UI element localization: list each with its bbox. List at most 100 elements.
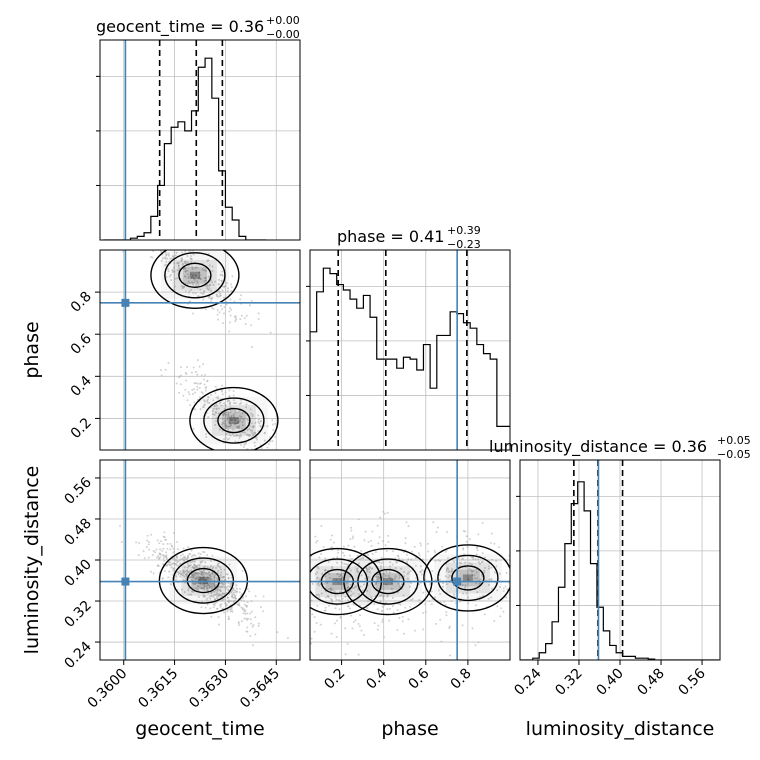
scatter-point: [215, 420, 218, 423]
scatter-point: [265, 561, 267, 563]
scatter-point: [175, 382, 178, 385]
scatter-point: [502, 610, 505, 613]
scatter-point: [476, 549, 479, 552]
scatter-point: [302, 565, 304, 567]
scatter-point: [210, 394, 213, 397]
scatter-point: [396, 609, 399, 612]
scatter-point: [178, 391, 181, 394]
scatter-point: [410, 550, 413, 553]
xlabel-phase: phase: [381, 718, 438, 740]
scatter-point: [190, 276, 193, 279]
scatter-point: [237, 426, 240, 429]
scatter-point: [245, 604, 248, 607]
scatter-point: [258, 422, 261, 425]
scatter-point: [207, 288, 210, 291]
scatter-point: [218, 290, 221, 293]
scatter-point: [230, 286, 233, 289]
scatter-point: [373, 622, 376, 625]
scatter-point: [225, 282, 228, 285]
scatter-point: [245, 314, 248, 317]
scatter-point: [290, 586, 292, 588]
scatter-point: [152, 246, 154, 248]
x-tick-label: 0.24: [511, 665, 544, 698]
scatter-point: [320, 553, 323, 556]
scatter-point: [257, 421, 260, 424]
scatter-point: [232, 399, 235, 402]
histogram-luminosity_distance: [520, 481, 719, 660]
scatter-point: [387, 540, 390, 543]
scatter-point: [434, 551, 437, 554]
scatter-point: [335, 619, 338, 622]
scatter-point: [489, 541, 492, 544]
scatter-point: [142, 242, 144, 244]
scatter-point: [271, 440, 274, 443]
scatter-point: [229, 314, 232, 317]
scatter-point: [173, 262, 176, 265]
scatter-point: [163, 245, 165, 247]
scatter-point: [146, 242, 148, 244]
scatter-point: [505, 571, 508, 574]
scatter-point: [141, 220, 143, 222]
scatter-point: [419, 542, 422, 545]
scatter-point: [177, 264, 180, 267]
scatter-point: [287, 465, 289, 467]
scatter-point: [122, 250, 125, 253]
scatter-point: [255, 469, 257, 471]
scatter-point: [160, 245, 162, 247]
scatter-point: [180, 244, 182, 246]
scatter-point: [233, 315, 236, 318]
scatter-point: [188, 250, 191, 253]
scatter-point: [465, 535, 468, 538]
scatter-point: [210, 306, 213, 309]
scatter-point: [428, 600, 431, 603]
scatter-point: [199, 408, 202, 411]
scatter-point: [424, 611, 427, 614]
scatter-point: [398, 616, 401, 619]
scatter-point: [188, 282, 191, 285]
scatter-point: [221, 393, 224, 396]
scatter-point: [149, 570, 152, 573]
scatter-point: [189, 553, 192, 556]
x-tick-label: 0.3645: [237, 666, 283, 712]
scatter-point: [320, 524, 323, 527]
scatter-point: [283, 524, 285, 526]
scatter-point: [333, 622, 336, 625]
truth-marker: [453, 577, 462, 586]
scatter-point: [244, 612, 247, 615]
scatter-point: [241, 607, 244, 610]
scatter-point: [161, 257, 164, 260]
scatter-point: [228, 389, 231, 392]
scatter-point: [241, 569, 244, 572]
scatter-point: [284, 587, 286, 589]
scatter-point: [212, 284, 215, 287]
scatter-point: [324, 606, 327, 609]
scatter-point: [228, 432, 231, 435]
scatter-point: [165, 253, 168, 256]
scatter-point: [164, 368, 167, 371]
scatter-point: [222, 453, 224, 455]
scatter-point: [197, 284, 200, 287]
scatter-point: [260, 458, 262, 460]
scatter-point: [353, 545, 356, 548]
scatter-point: [179, 554, 182, 557]
scatter-point: [167, 268, 170, 271]
scatter-point: [295, 584, 297, 586]
scatter-point: [226, 610, 229, 613]
scatter-point: [242, 418, 245, 421]
scatter-point: [186, 273, 189, 276]
scatter-point: [192, 366, 195, 369]
scatter-point: [192, 427, 195, 430]
scatter-point: [208, 401, 211, 404]
scatter-point: [377, 624, 380, 627]
scatter-point: [371, 552, 374, 555]
y-tick-label: 0.48: [61, 515, 94, 548]
scatter-point: [238, 425, 241, 428]
scatter-point: [233, 300, 236, 303]
scatter-point: [314, 541, 317, 544]
scatter-point: [465, 540, 468, 543]
title-phase-minus: −0.23: [447, 238, 481, 251]
scatter-point: [243, 617, 246, 620]
scatter-point: [159, 227, 161, 229]
scatter-point: [162, 543, 165, 546]
scatter-point: [213, 405, 216, 408]
